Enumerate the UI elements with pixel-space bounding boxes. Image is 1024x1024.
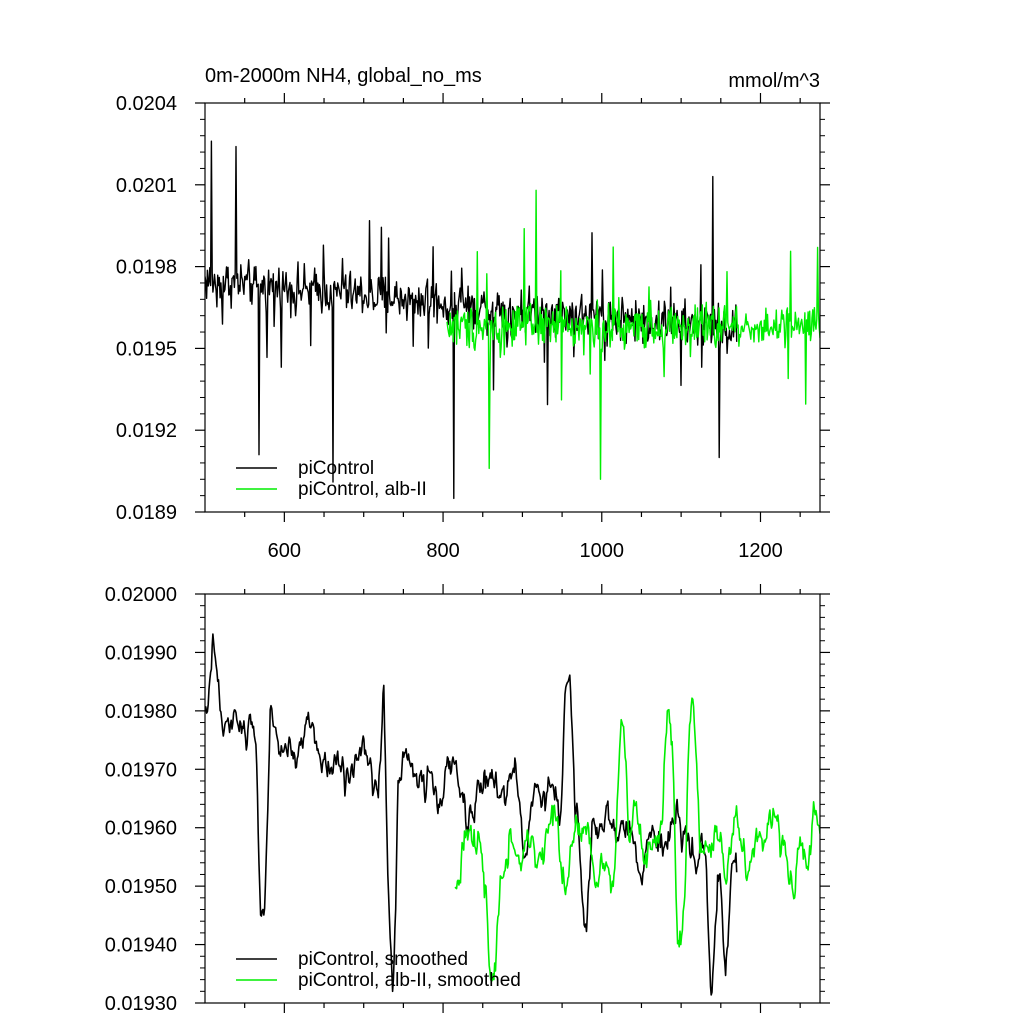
y-tick-label: 0.0195 (116, 338, 177, 360)
y-tick-label: 0.0192 (116, 420, 177, 442)
raw-panel: 0.0189 0.0192 0.0195 0.0198 0.0201 0.0204 600 8… (116, 93, 830, 562)
y-tick-label: 0.01940 (105, 935, 177, 957)
series-line-picontrol (205, 140, 738, 500)
legend-label: piControl, smoothed (298, 949, 468, 970)
y-tick-label: 0.0198 (116, 257, 177, 279)
y-tick-label: 0.02000 (105, 584, 177, 606)
plot-frame (204, 593, 821, 1004)
x-tick-label: 600 (268, 540, 301, 562)
x-tick-label: 1000 (580, 540, 625, 562)
legend-label: piControl, alb-II (298, 479, 427, 500)
series-line-picontrol-smoothed (205, 633, 738, 996)
x-tick-label: 800 (426, 540, 459, 562)
y-tick-label: 0.0189 (116, 502, 177, 524)
legend-label: piControl (298, 458, 374, 479)
series-line-picontrol-alb-ii (446, 189, 820, 480)
y-tick-label: 0.0201 (116, 175, 177, 197)
units-label: mmol/m^3 (728, 70, 820, 92)
chart-title: 0m-2000m NH4, global_no_ms (205, 65, 482, 87)
y-tick-label: 0.0204 (116, 93, 177, 115)
y-tick-label: 0.01930 (105, 993, 177, 1015)
x-tick-label: 1200 (738, 540, 783, 562)
y-tick-label: 0.01960 (105, 818, 177, 840)
series-line-picontrol-alb-ii-smoothed (454, 697, 820, 982)
smoothed-panel: 0.01930 0.01940 0.01950 0.01960 0.01970 0.019… (105, 584, 830, 1015)
y-tick-label: 0.01980 (105, 701, 177, 723)
y-tick-label: 0.01950 (105, 876, 177, 898)
y-tick-label: 0.01990 (105, 642, 177, 664)
legend-label: piControl, alb-II, smoothed (298, 970, 521, 991)
plot-frame (204, 102, 821, 513)
y-tick-label: 0.01970 (105, 759, 177, 781)
